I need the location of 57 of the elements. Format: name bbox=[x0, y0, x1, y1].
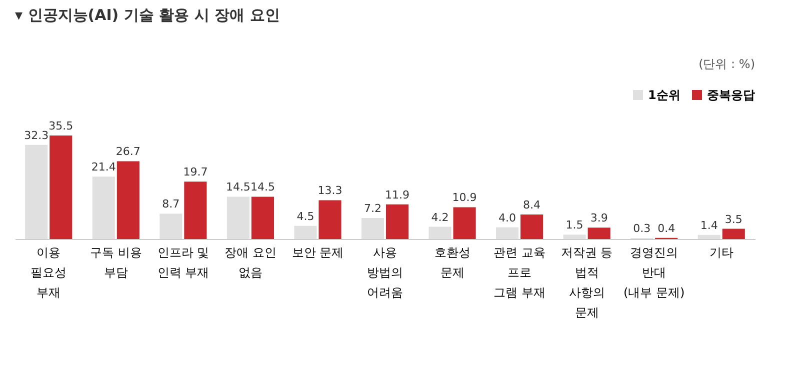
chart-title: ▾ 인공지능(AI) 기술 활용 시 장애 요인 bbox=[15, 6, 280, 24]
data-label: 8.4 bbox=[523, 198, 541, 212]
bar bbox=[160, 214, 182, 239]
bar bbox=[428, 226, 452, 239]
bar bbox=[386, 204, 409, 239]
legend-label: 중복응답 bbox=[707, 88, 755, 102]
data-label: 4.0 bbox=[498, 211, 516, 224]
bar bbox=[184, 182, 207, 239]
x-tick-label: 사용 방법의 어려움 bbox=[367, 246, 403, 300]
data-label: 7.2 bbox=[364, 202, 382, 216]
data-label: 0.4 bbox=[658, 222, 676, 235]
x-tick-label: 관련 교육 프로 그램 부재 bbox=[494, 246, 546, 300]
bar bbox=[453, 207, 476, 239]
bar bbox=[318, 200, 342, 239]
data-label: 3.5 bbox=[724, 212, 742, 226]
bar bbox=[226, 196, 250, 239]
bar bbox=[520, 214, 544, 239]
x-tick-label: 기타 bbox=[709, 246, 734, 260]
data-label: 21.4 bbox=[91, 160, 116, 174]
x-tick-label: 인프라 및 인력 부재 bbox=[157, 246, 210, 280]
x-tick-label: 이용 필요성 부재 bbox=[30, 246, 67, 300]
x-tick-label: 경영진의 반대 (내부 문제) bbox=[623, 246, 685, 300]
bar bbox=[92, 176, 115, 239]
data-label: 1.5 bbox=[566, 218, 584, 232]
bar bbox=[698, 234, 720, 239]
data-label: 35.5 bbox=[48, 120, 74, 133]
legend-label: 1순위 bbox=[648, 88, 680, 102]
bar bbox=[294, 226, 317, 239]
data-label: 14.5 bbox=[250, 180, 275, 194]
x-tick-label: 보안 문제 bbox=[292, 246, 344, 260]
data-label: 19.7 bbox=[183, 166, 208, 179]
bar bbox=[496, 227, 519, 239]
bar bbox=[25, 144, 48, 239]
data-label: 0.3 bbox=[633, 222, 651, 236]
data-label: 13.3 bbox=[318, 184, 342, 198]
bar bbox=[251, 196, 274, 239]
bar bbox=[361, 218, 384, 239]
data-label: 4.2 bbox=[431, 210, 449, 224]
bar bbox=[722, 228, 745, 239]
data-label: 3.9 bbox=[590, 212, 608, 225]
data-label: 14.5 bbox=[226, 180, 250, 194]
data-label: 11.9 bbox=[385, 188, 410, 202]
x-tick-label: 호환성 문제 bbox=[434, 246, 470, 280]
bar bbox=[563, 234, 586, 239]
data-label: 1.4 bbox=[700, 218, 718, 232]
data-label: 8.7 bbox=[162, 198, 180, 211]
text: (단위 : %) bbox=[698, 57, 755, 71]
bar bbox=[116, 161, 140, 239]
x-tick-label: 구독 비용 부담 bbox=[90, 246, 142, 280]
data-label: 4.5 bbox=[296, 210, 314, 223]
x-tick-label: 저작권 등 법적 사항의 문제 bbox=[560, 246, 613, 320]
data-label: 32.3 bbox=[24, 128, 49, 142]
bar bbox=[50, 136, 72, 239]
data-label: 10.9 bbox=[452, 191, 477, 204]
x-tick-label: 장애 요인 없음 bbox=[224, 246, 276, 280]
data-label: 26.7 bbox=[116, 145, 140, 158]
bar bbox=[588, 228, 610, 239]
